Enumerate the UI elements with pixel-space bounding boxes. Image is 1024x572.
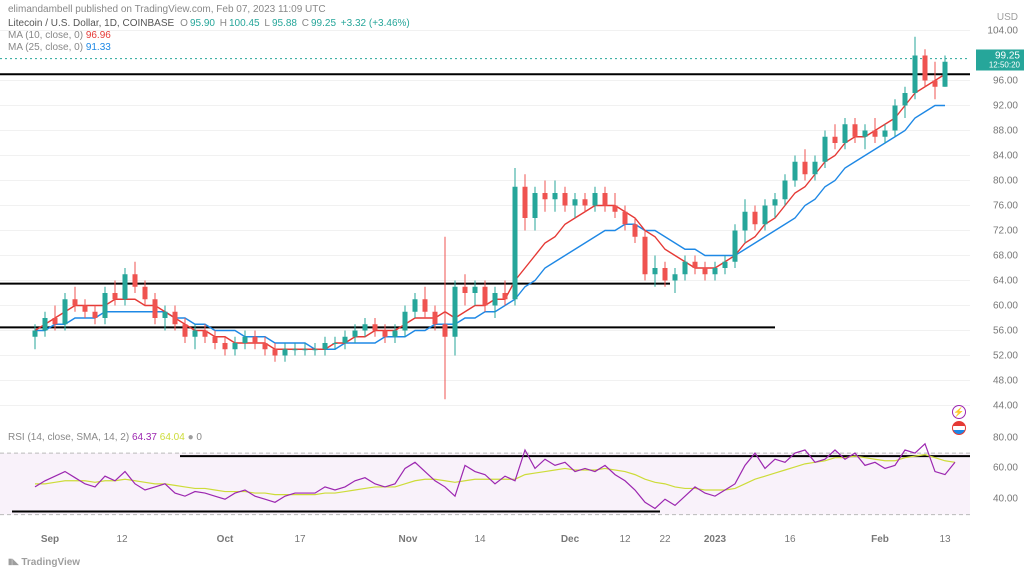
- ytick: 68.00: [993, 250, 1018, 261]
- xtick: 22: [659, 534, 670, 545]
- xtick: 2023: [704, 534, 726, 545]
- ytick: 48.00: [993, 375, 1018, 386]
- rsi-yaxis[interactable]: 80.00 60.00 40.00: [970, 430, 1024, 530]
- xtick: 13: [939, 534, 950, 545]
- rsi-ytick: 40.00: [993, 494, 1018, 505]
- ytick: 56.00: [993, 325, 1018, 336]
- ytick: 80.00: [993, 175, 1018, 186]
- last-price-badge: 99.2512:50:20: [976, 50, 1024, 71]
- lightning-icon[interactable]: ⚡: [952, 405, 966, 419]
- ytick: 88.00: [993, 125, 1018, 136]
- ytick: 96.00: [993, 75, 1018, 86]
- rsi-ytick: 80.00: [993, 432, 1018, 443]
- ytick: 60.00: [993, 300, 1018, 311]
- xtick: Nov: [399, 534, 418, 545]
- xtick: 17: [294, 534, 305, 545]
- ytick: 84.00: [993, 150, 1018, 161]
- xtick: Oct: [217, 534, 234, 545]
- ytick: 64.00: [993, 275, 1018, 286]
- xtick: 14: [474, 534, 485, 545]
- chart-action-icons: ⚡: [952, 405, 966, 435]
- price-chart[interactable]: [0, 18, 970, 418]
- ytick: 76.00: [993, 200, 1018, 211]
- rsi-ytick: 60.00: [993, 463, 1018, 474]
- ytick: 52.00: [993, 350, 1018, 361]
- rsi-indicator-title[interactable]: RSI (14, close, SMA, 14, 2) 64.37 64.04 …: [8, 432, 202, 443]
- xtick: 12: [619, 534, 630, 545]
- yaxis-unit: USD: [997, 12, 1018, 23]
- xtick: 16: [784, 534, 795, 545]
- rsi-chart[interactable]: [0, 430, 970, 530]
- xtick: Dec: [561, 534, 579, 545]
- ytick: 72.00: [993, 225, 1018, 236]
- xtick: Feb: [871, 534, 889, 545]
- time-xaxis[interactable]: Sep 12 Oct 17 Nov 14 Dec 12 22 2023 16 Feb 13: [0, 534, 970, 554]
- xtick: 12: [116, 534, 127, 545]
- ytick: 92.00: [993, 100, 1018, 111]
- publish-info: elimandambell published on TradingView.c…: [8, 4, 326, 15]
- price-yaxis[interactable]: USD 104.0096.0092.0088.0084.0080.0076.00…: [970, 18, 1024, 418]
- xtick: Sep: [41, 534, 59, 545]
- ytick: 44.00: [993, 400, 1018, 411]
- tradingview-watermark: ▮◣ TradingView: [8, 557, 80, 568]
- ytick: 104.00: [987, 25, 1018, 36]
- flag-icon[interactable]: [952, 421, 966, 435]
